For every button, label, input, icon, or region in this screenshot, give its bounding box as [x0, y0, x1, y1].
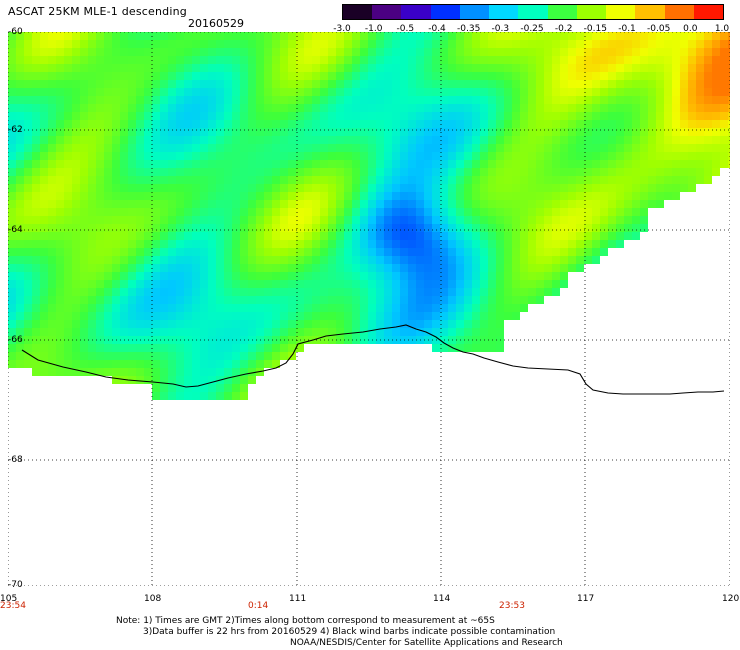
lat-lon-grid	[8, 32, 730, 586]
colorbar-label: 0.0	[683, 24, 698, 34]
colorbar-label: -0.25	[520, 24, 544, 34]
lon-label-105: 105	[0, 594, 18, 604]
coastline	[21, 324, 725, 395]
colorbar-segment	[547, 5, 577, 19]
colorbar-segment	[372, 5, 402, 19]
footnote-line1: Note: 1) Times are GMT 2)Times along bot…	[116, 616, 495, 626]
colorbar-segment	[635, 5, 665, 19]
colorbar-label: -0.5	[396, 24, 415, 34]
colorbar-segment	[343, 5, 373, 19]
lat-label-66: -66	[8, 335, 23, 345]
lat-label-68: -68	[8, 455, 23, 465]
lat-label-62: -62	[8, 125, 23, 135]
map-panel	[8, 32, 730, 586]
colorbar-label: 1.0	[714, 24, 730, 34]
lon-label-111: 111	[289, 594, 307, 604]
mle-field	[8, 32, 730, 400]
colorbar-segment	[576, 5, 607, 19]
colorbar-label: -3.0	[333, 24, 351, 34]
footnote-line2: 3)Data buffer is 22 hrs from 20160529 4)…	[143, 627, 556, 637]
colorbar-label: -0.4	[428, 24, 446, 34]
colorbar-label: -0.1	[618, 24, 636, 34]
lon-label-114: 114	[433, 594, 451, 604]
colorbar	[342, 4, 724, 20]
time-label-end: 23:53	[499, 601, 525, 611]
colorbar-label: -0.15	[583, 24, 607, 34]
map-date: 20160529	[188, 17, 244, 30]
time-label-start: 23:54	[0, 601, 26, 611]
colorbar-segment	[489, 5, 519, 19]
lat-label-60: -60	[8, 27, 23, 37]
colorbar-label: -0.05	[647, 24, 671, 34]
lon-label-108: 108	[144, 594, 162, 604]
colorbar-label: -0.2	[554, 24, 573, 34]
colorbar-segment	[693, 5, 724, 19]
time-label-mid: 0:14	[248, 601, 269, 611]
colorbar-segment	[430, 5, 460, 19]
colorbar-segment	[664, 5, 694, 19]
lat-label-70: -70	[8, 580, 23, 590]
colorbar-label: -0.35	[457, 24, 481, 34]
lon-label-117: 117	[577, 594, 595, 604]
colorbar-label: -0.3	[491, 24, 510, 34]
colorbar-segment	[518, 5, 548, 19]
colorbar-labels: -3.0 -1.0 -0.5 -0.4 -0.35 -0.3 -0.25 -0.2 -0.15 -…	[330, 24, 734, 36]
credit-line: NOAA/NESDIS/Center for Satellite Applica…	[290, 638, 563, 648]
colorbar-segment	[401, 5, 431, 19]
map-title: ASCAT 25KM MLE-1 descending	[8, 5, 187, 18]
colorbar-segment	[606, 5, 636, 19]
lat-label-64: -64	[8, 225, 23, 235]
colorbar-label: -1.0	[364, 24, 383, 34]
colorbar-segment	[459, 5, 490, 19]
lon-label-120: 120	[722, 594, 740, 604]
